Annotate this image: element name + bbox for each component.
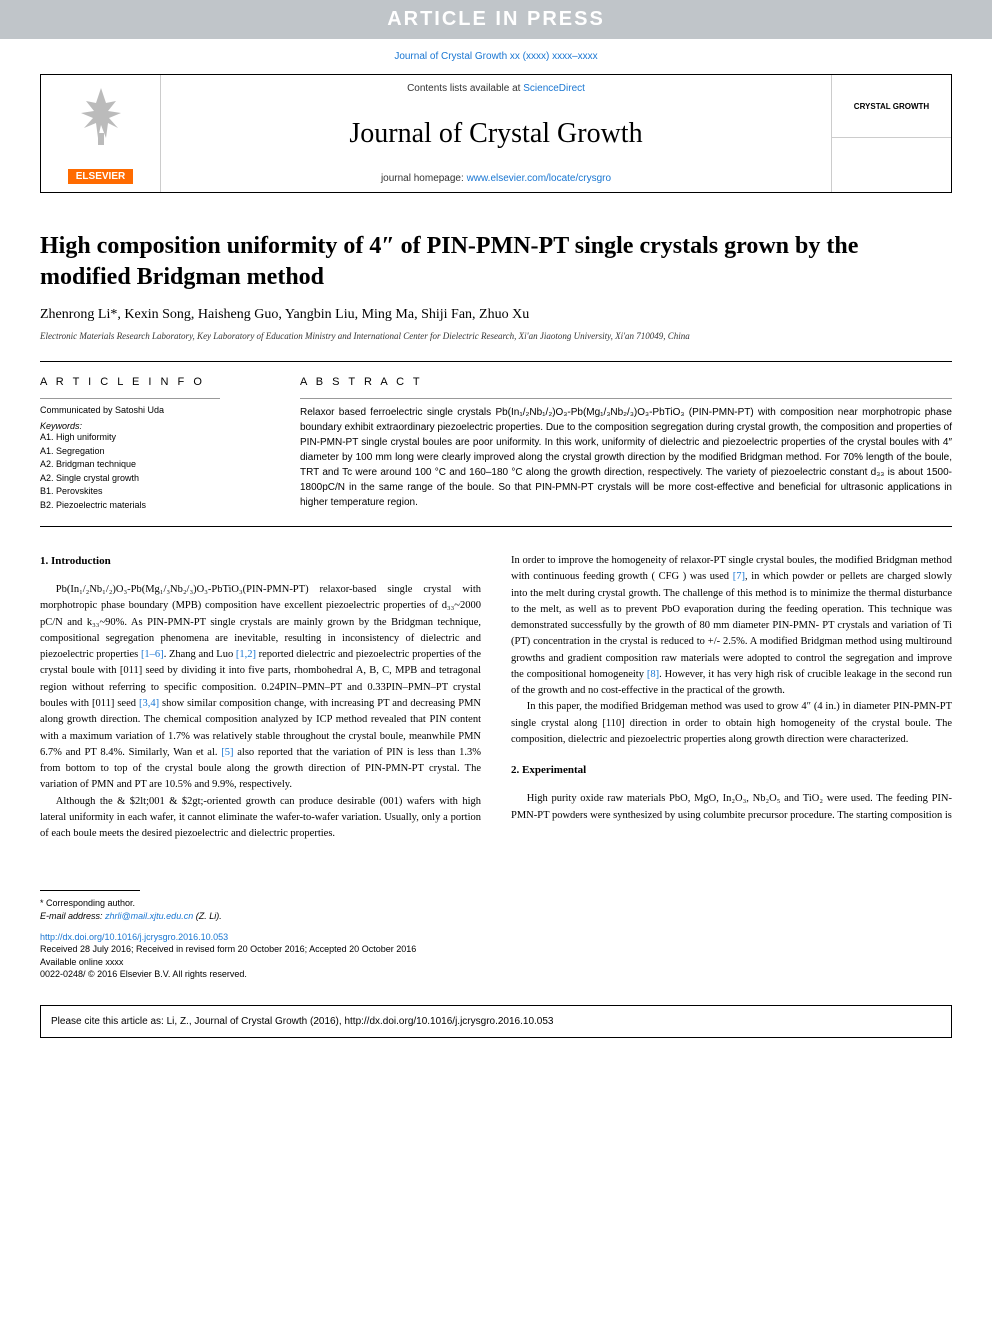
publisher-name: ELSEVIER [68, 169, 133, 184]
article-info-column: A R T I C L E I N F O Communicated by Sa… [40, 376, 260, 512]
article-in-press-banner: ARTICLE IN PRESS [0, 0, 992, 39]
header-center: Contents lists available at ScienceDirec… [161, 75, 831, 192]
info-abstract-row: A R T I C L E I N F O Communicated by Sa… [40, 361, 952, 527]
body-paragraph: High purity oxide raw materials PbO, MgO… [511, 791, 952, 824]
footer-divider [40, 890, 140, 891]
ref-link[interactable]: [1,2] [236, 649, 256, 660]
abstract-label: A B S T R A C T [300, 376, 952, 388]
journal-cover-cell: CRYSTAL GROWTH [831, 75, 951, 192]
left-column: 1. Introduction Pb(In₁/₂Nb₁/₂)O₃-Pb(Mg₁/… [40, 553, 481, 842]
email-link[interactable]: zhrli@mail.xjtu.edu.cn [105, 911, 193, 921]
journal-cover-image [832, 138, 951, 192]
body-paragraph: In this paper, the modified Bridgeman me… [511, 699, 952, 748]
affiliation: Electronic Materials Research Laboratory… [40, 331, 952, 343]
journal-name: Journal of Crystal Growth [169, 108, 823, 160]
body-paragraph: Although the & $2lt;001 & $2gt;-oriented… [40, 794, 481, 843]
ref-link[interactable]: [7] [733, 571, 745, 582]
contents-prefix: Contents lists available at [407, 83, 523, 94]
info-divider [40, 398, 220, 399]
body-paragraph: Pb(In₁/₂Nb₁/₂)O₃-Pb(Mg₁/₃Nb₂/₃)O₃-PbTiO₃… [40, 582, 481, 793]
authors-line: Zhenrong Li*, Kexin Song, Haisheng Guo, … [40, 307, 952, 323]
body-paragraph: In order to improve the homogeneity of r… [511, 553, 952, 699]
email-label: E-mail address: [40, 911, 105, 921]
elsevier-tree-icon [66, 83, 136, 165]
publisher-logo-cell: ELSEVIER [41, 75, 161, 192]
keyword-item: A1. High uniformity [40, 431, 260, 445]
article-title: High composition uniformity of 4″ of PIN… [40, 231, 952, 293]
doi-link[interactable]: http://dx.doi.org/10.1016/j.jcrysgro.201… [40, 931, 952, 944]
journal-header: ELSEVIER Contents lists available at Sci… [40, 74, 952, 193]
journal-cover-label: CRYSTAL GROWTH [832, 75, 951, 138]
ref-link[interactable]: [8] [647, 669, 659, 680]
body-two-column: 1. Introduction Pb(In₁/₂Nb₁/₂)O₃-Pb(Mg₁/… [40, 553, 952, 842]
article-info-label: A R T I C L E I N F O [40, 376, 260, 388]
contents-available-line: Contents lists available at ScienceDirec… [169, 83, 823, 94]
keywords-label: Keywords: [40, 421, 260, 431]
abstract-column: A B S T R A C T Relaxor based ferroelect… [300, 376, 952, 512]
abstract-text: Relaxor based ferroelectric single cryst… [300, 405, 952, 510]
email-line: E-mail address: zhrli@mail.xjtu.edu.cn (… [40, 910, 952, 923]
keyword-item: A1. Segregation [40, 445, 260, 459]
keyword-item: B2. Piezoelectric materials [40, 499, 260, 513]
available-line: Available online xxxx [40, 956, 952, 969]
article-body: High composition uniformity of 4″ of PIN… [0, 193, 992, 862]
footer: * Corresponding author. E-mail address: … [0, 862, 992, 991]
corresponding-author: * Corresponding author. [40, 897, 952, 910]
abstract-divider [300, 398, 952, 399]
homepage-link[interactable]: www.elsevier.com/locate/crysgro [467, 173, 612, 184]
citation-line: Journal of Crystal Growth xx (xxxx) xxxx… [0, 39, 992, 74]
ref-link[interactable]: [3,4] [139, 698, 159, 709]
ref-link[interactable]: [5] [221, 747, 233, 758]
keyword-item: A2. Single crystal growth [40, 472, 260, 486]
dates-line: Received 28 July 2016; Received in revis… [40, 943, 952, 956]
homepage-line: journal homepage: www.elsevier.com/locat… [169, 173, 823, 184]
keyword-item: B1. Perovskites [40, 485, 260, 499]
cite-this-article-box: Please cite this article as: Li, Z., Jou… [40, 1005, 952, 1038]
section-heading-intro: 1. Introduction [40, 553, 481, 570]
communicated-by: Communicated by Satoshi Uda [40, 405, 260, 415]
ref-link[interactable]: [1–6] [141, 649, 164, 660]
copyright-line: 0022-0248/ © 2016 Elsevier B.V. All righ… [40, 968, 952, 981]
sciencedirect-link[interactable]: ScienceDirect [523, 83, 585, 94]
email-name: (Z. Li). [193, 911, 222, 921]
keyword-item: A2. Bridgman technique [40, 458, 260, 472]
homepage-prefix: journal homepage: [381, 173, 467, 184]
section-heading-experimental: 2. Experimental [511, 762, 952, 779]
right-column: In order to improve the homogeneity of r… [511, 553, 952, 842]
